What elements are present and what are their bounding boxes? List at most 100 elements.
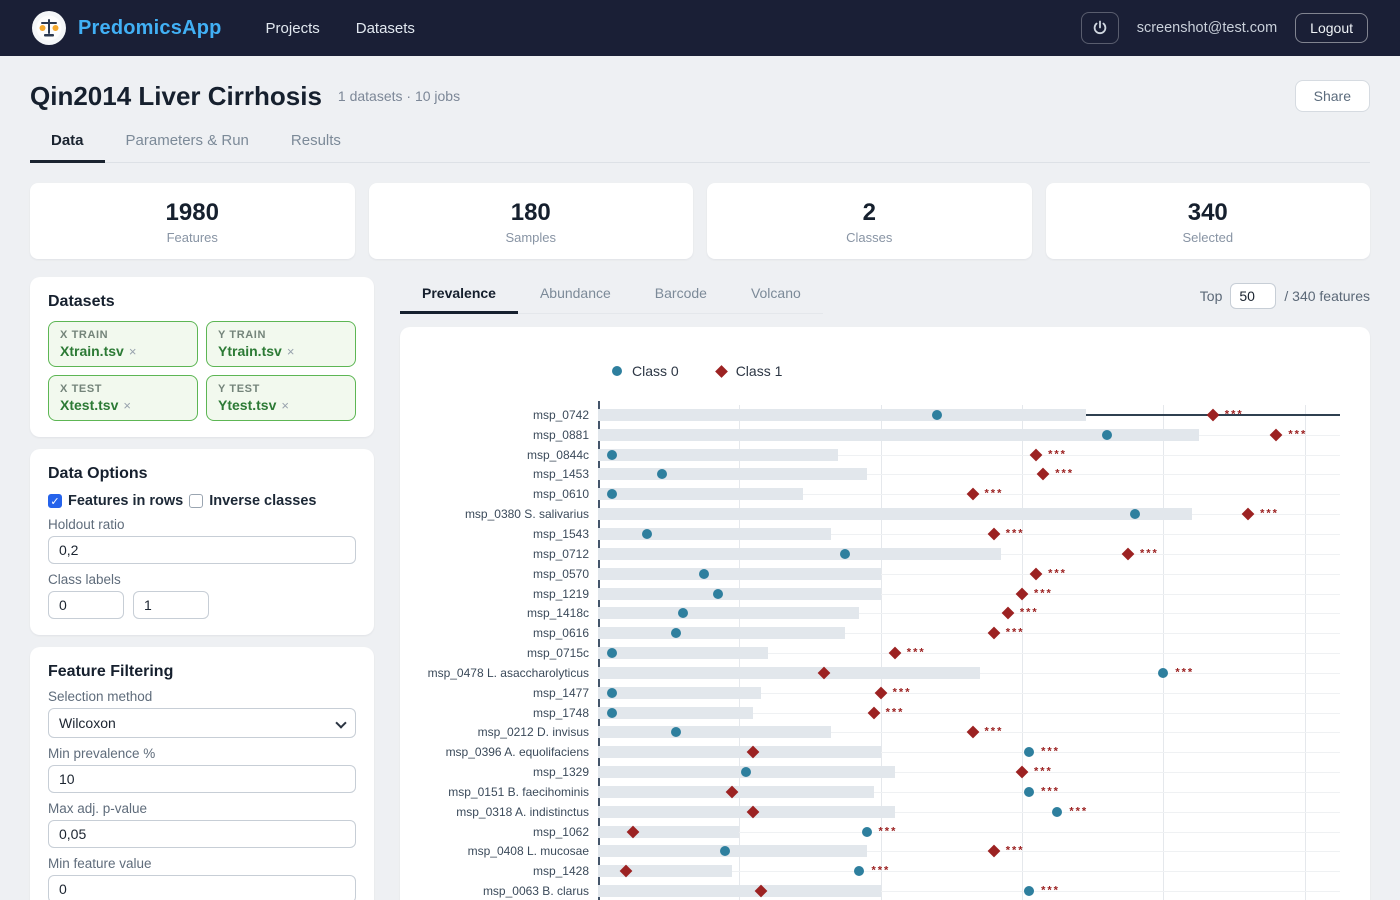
dataset-file-name: Ytest.tsv × xyxy=(218,397,289,413)
class-label-1-input[interactable] xyxy=(133,591,209,619)
dataset-chip-x-test[interactable]: X TEST Xtest.tsv × xyxy=(48,375,198,421)
share-button[interactable]: Share xyxy=(1294,80,1370,112)
feature-plot[interactable]: *** xyxy=(598,643,1340,663)
class0-marker xyxy=(699,568,709,579)
chart-row: msp_1748 *** xyxy=(416,703,1354,723)
remove-file-icon[interactable]: × xyxy=(286,344,295,359)
class0-marker xyxy=(1130,509,1141,520)
feature-plot[interactable]: *** xyxy=(598,861,1340,881)
stat-label: Features xyxy=(166,230,218,245)
class1-marker xyxy=(987,527,1001,541)
chart-tabs: Prevalence Abundance Barcode Volcano xyxy=(400,277,823,314)
feature-plot[interactable]: *** xyxy=(598,465,1340,485)
feature-plot[interactable]: *** xyxy=(598,742,1340,762)
remove-file-icon[interactable]: × xyxy=(281,398,289,413)
class0-marker xyxy=(1024,786,1035,797)
feature-plot[interactable]: *** xyxy=(598,762,1340,782)
feature-label: msp_0408 L. mucosae xyxy=(467,844,589,859)
feature-plot[interactable]: *** xyxy=(598,544,1340,564)
feature-plot[interactable]: *** xyxy=(598,802,1340,822)
legend-item-class-1[interactable]: Class 1 xyxy=(714,363,782,379)
remove-file-icon[interactable]: × xyxy=(123,398,131,413)
prevalence-bar xyxy=(598,587,881,600)
prevalence-bar xyxy=(598,547,1001,560)
remove-file-icon[interactable]: × xyxy=(128,344,137,359)
dataset-chip-y-train[interactable]: Y TRAIN Ytrain.tsv × xyxy=(206,321,356,367)
top-n-input[interactable] xyxy=(1230,282,1277,309)
feature-plot[interactable]: *** xyxy=(598,842,1340,862)
chart-row: msp_1453 *** xyxy=(416,465,1354,485)
chart-tab-barcode[interactable]: Barcode xyxy=(654,285,707,301)
tab-results[interactable]: Results xyxy=(290,132,341,149)
row-line xyxy=(598,772,1340,774)
class1-marker xyxy=(1206,408,1220,422)
class-labels-label: Class labels xyxy=(48,572,121,587)
class1-marker xyxy=(867,706,880,719)
feature-plot[interactable]: *** xyxy=(598,703,1340,723)
nav-link-projects[interactable]: Projects xyxy=(265,19,320,37)
feature-plot[interactable]: *** xyxy=(598,663,1340,683)
brand[interactable]: PredomicsApp xyxy=(32,11,222,45)
class-label-0-input[interactable] xyxy=(48,591,124,619)
feature-plot[interactable]: *** xyxy=(598,445,1340,465)
feature-plot[interactable]: *** xyxy=(598,405,1340,425)
class0-marker xyxy=(720,846,731,857)
feature-plot[interactable]: *** xyxy=(598,603,1340,623)
class0-marker xyxy=(861,826,872,837)
feature-plot[interactable]: *** xyxy=(598,623,1340,643)
chart-tab-volcano[interactable]: Volcano xyxy=(750,285,801,301)
chart-tab-abundance[interactable]: Abundance xyxy=(539,285,611,301)
row-line xyxy=(598,871,1340,873)
tab-data[interactable]: Data xyxy=(30,132,105,163)
checkbox-inverse-classes[interactable] xyxy=(189,494,204,508)
prevalence-bar xyxy=(598,706,754,719)
dataset-chip-y-test[interactable]: Y TEST Ytest.tsv × xyxy=(206,375,356,421)
feature-plot[interactable]: *** xyxy=(598,881,1340,900)
data-options-panel: Data Options ✓ Features in rows Inverse cl… xyxy=(30,449,374,635)
checkbox-features-in-rows[interactable]: ✓ xyxy=(48,494,62,508)
prevalence-bar xyxy=(598,746,881,759)
row-line xyxy=(598,851,1340,853)
power-button[interactable] xyxy=(1080,12,1119,44)
prevalence-bar xyxy=(598,726,832,739)
class1-marker xyxy=(1029,448,1043,461)
class0-marker xyxy=(932,409,943,420)
holdout-ratio-input[interactable] xyxy=(48,536,356,564)
row-line xyxy=(598,811,1340,813)
filter-field-input-min-feature-value[interactable] xyxy=(48,875,356,900)
filter-field-label: Min prevalence % xyxy=(48,746,156,761)
feature-label: msp_0616 xyxy=(532,626,589,641)
top-label: Top xyxy=(1199,287,1223,304)
tab-parameters-run[interactable]: Parameters & Run xyxy=(125,132,249,149)
chart-row: msp_1329 *** xyxy=(416,762,1354,782)
brand-name: PredomicsApp xyxy=(78,16,222,39)
feature-label: msp_0212 D. invisus xyxy=(477,725,589,740)
nav-link-datasets[interactable]: Datasets xyxy=(355,19,415,37)
feature-plot[interactable]: *** xyxy=(598,524,1340,544)
stat-card-selected: 340 Selected xyxy=(1045,183,1370,259)
feature-plot[interactable]: *** xyxy=(598,723,1340,743)
feature-plot[interactable]: *** xyxy=(598,504,1340,524)
feature-plot[interactable]: *** xyxy=(598,822,1340,842)
prevalence-bar xyxy=(598,845,867,858)
selection-method-select[interactable]: Wilcoxon xyxy=(48,708,356,738)
dataset-chip-x-train[interactable]: X TRAIN Xtrain.tsv × xyxy=(48,321,198,367)
top-n-control: Top / 340 features xyxy=(1199,282,1370,309)
filter-field-input-max-adj-p-value[interactable] xyxy=(48,820,356,848)
row-line xyxy=(598,692,1340,694)
feature-plot[interactable]: *** xyxy=(598,782,1340,802)
class1-marker xyxy=(1241,507,1255,521)
feature-plot[interactable]: *** xyxy=(598,484,1340,504)
feature-label: msp_0742 xyxy=(532,407,589,422)
chart-tab-prevalence[interactable]: Prevalence xyxy=(400,277,518,314)
legend-item-class-0[interactable]: Class 0 xyxy=(612,363,679,379)
feature-plot[interactable]: *** xyxy=(598,584,1340,604)
class1-marker xyxy=(1121,547,1135,561)
feature-plot[interactable]: *** xyxy=(598,683,1340,703)
feature-plot[interactable]: *** xyxy=(598,425,1340,445)
filter-field-input-min-prevalence-[interactable] xyxy=(48,765,356,793)
logout-button[interactable]: Logout xyxy=(1295,13,1368,43)
prevalence-bar xyxy=(598,488,803,501)
feature-plot[interactable]: *** xyxy=(598,564,1340,584)
significance-stars: *** xyxy=(906,646,926,659)
